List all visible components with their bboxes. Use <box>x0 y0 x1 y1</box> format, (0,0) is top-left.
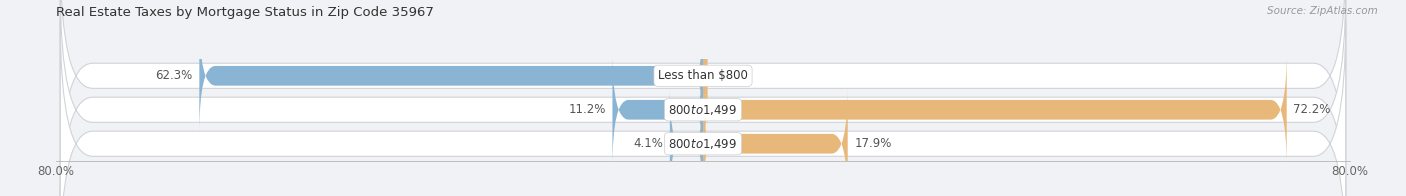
FancyBboxPatch shape <box>703 86 848 196</box>
Text: $800 to $1,499: $800 to $1,499 <box>668 137 738 151</box>
Text: 17.9%: 17.9% <box>855 137 891 150</box>
Text: Real Estate Taxes by Mortgage Status in Zip Code 35967: Real Estate Taxes by Mortgage Status in … <box>56 6 434 19</box>
Text: 62.3%: 62.3% <box>156 69 193 82</box>
Text: 0.57%: 0.57% <box>714 69 751 82</box>
Text: 72.2%: 72.2% <box>1294 103 1330 116</box>
Text: $800 to $1,499: $800 to $1,499 <box>668 103 738 117</box>
FancyBboxPatch shape <box>692 18 720 134</box>
Text: Source: ZipAtlas.com: Source: ZipAtlas.com <box>1267 6 1378 16</box>
FancyBboxPatch shape <box>703 52 1286 168</box>
FancyBboxPatch shape <box>200 18 703 134</box>
Text: Less than $800: Less than $800 <box>658 69 748 82</box>
FancyBboxPatch shape <box>60 0 1346 196</box>
FancyBboxPatch shape <box>613 52 703 168</box>
Text: 4.1%: 4.1% <box>634 137 664 150</box>
FancyBboxPatch shape <box>60 0 1346 196</box>
FancyBboxPatch shape <box>669 86 703 196</box>
Text: 11.2%: 11.2% <box>568 103 606 116</box>
FancyBboxPatch shape <box>60 20 1346 196</box>
